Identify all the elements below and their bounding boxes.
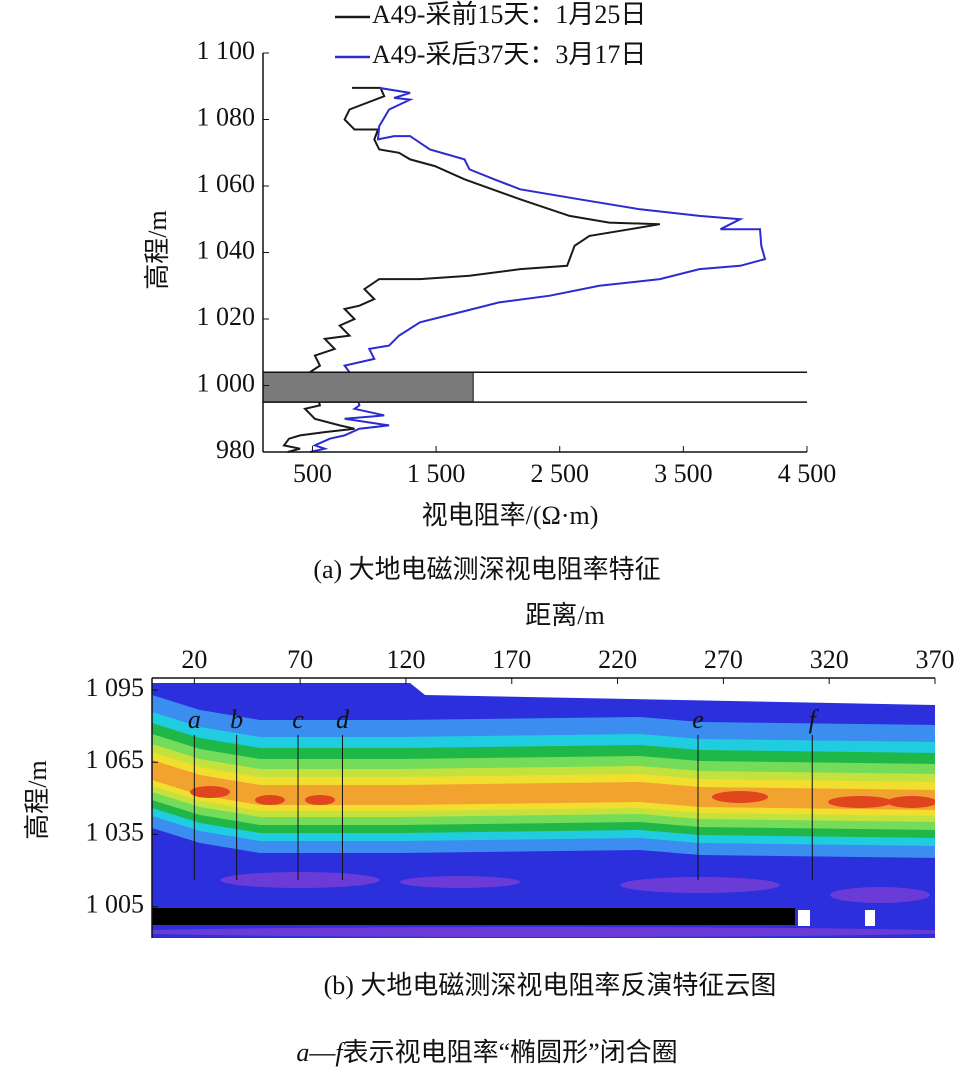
y-axis-label: 高程/m [143, 210, 172, 289]
marker-label: e [692, 705, 704, 734]
footnote-part: — [308, 1038, 336, 1067]
square [865, 910, 875, 926]
y-tick-label: 1 100 [197, 36, 256, 65]
marker-label: d [336, 705, 350, 734]
square [798, 910, 810, 926]
contour-low [400, 876, 520, 888]
y-tick-label: 1 095 [86, 673, 145, 702]
contour-core [887, 796, 935, 808]
marker-label: a [188, 705, 201, 734]
x-tick-label: 70 [287, 645, 313, 674]
footnote-part: a [296, 1038, 309, 1067]
contour-core [305, 795, 335, 805]
y-tick-label: 1 020 [197, 302, 256, 331]
x-tick-label: 20 [181, 645, 207, 674]
x-tick-label: 4 500 [778, 459, 837, 488]
contour-core [712, 791, 768, 803]
footnote-part: 表示视电阻率“椭圆形”闭合圈 [343, 1038, 678, 1067]
contour-low [620, 877, 780, 893]
y-tick-label: 1 035 [86, 817, 145, 846]
x-tick-label: 3 500 [654, 459, 713, 488]
x-tick-label: 270 [704, 645, 743, 674]
footnote-part: f [335, 1038, 346, 1067]
contour-core [190, 786, 230, 798]
x-tick-label: 1 500 [407, 459, 466, 488]
contour-core [255, 795, 285, 805]
legend-label: A49-采前15天：1月25日 [372, 0, 646, 29]
y-tick-label: 1 080 [197, 102, 256, 131]
y-tick-label: 1 060 [197, 169, 256, 198]
series-line [309, 86, 767, 453]
x-tick-label: 370 [916, 645, 955, 674]
x-axis-label: 距离/m [525, 601, 604, 630]
y-tick-label: 1 040 [197, 235, 256, 264]
x-tick-label: 2 500 [530, 459, 589, 488]
legend-label: A49-采后37天：3月17日 [372, 40, 646, 69]
series-line [282, 86, 661, 453]
y-tick-label: 1 065 [86, 745, 145, 774]
bar [152, 908, 795, 925]
caption: (b) 大地电磁测深视电阻率反演特征云图 [324, 971, 777, 1000]
marker-label: b [230, 705, 243, 734]
y-tick-label: 1 000 [197, 368, 256, 397]
x-tick-label: 120 [386, 645, 425, 674]
footnote: a—f表示视电阻率“椭圆形”闭合圈 [296, 1038, 677, 1067]
y-tick-label: 1 005 [86, 890, 145, 919]
contour-low [830, 887, 930, 903]
y-tick-label: 980 [216, 435, 255, 464]
caption: (a) 大地电磁测深视电阻率特征 [313, 555, 660, 584]
contour-core [828, 796, 892, 808]
x-tick-label: 220 [598, 645, 637, 674]
contour-field [152, 683, 935, 938]
x-tick-label: 320 [810, 645, 849, 674]
x-tick-label: 500 [293, 459, 332, 488]
contour-low [152, 927, 935, 937]
marker-label: c [292, 705, 304, 734]
x-tick-label: 170 [492, 645, 531, 674]
marker-label: f [809, 705, 820, 734]
x-axis-label: 视电阻率/(Ω·m) [422, 501, 599, 530]
band [262, 371, 474, 403]
contour-low [220, 872, 380, 888]
y-axis-label: 高程/m [23, 760, 52, 839]
